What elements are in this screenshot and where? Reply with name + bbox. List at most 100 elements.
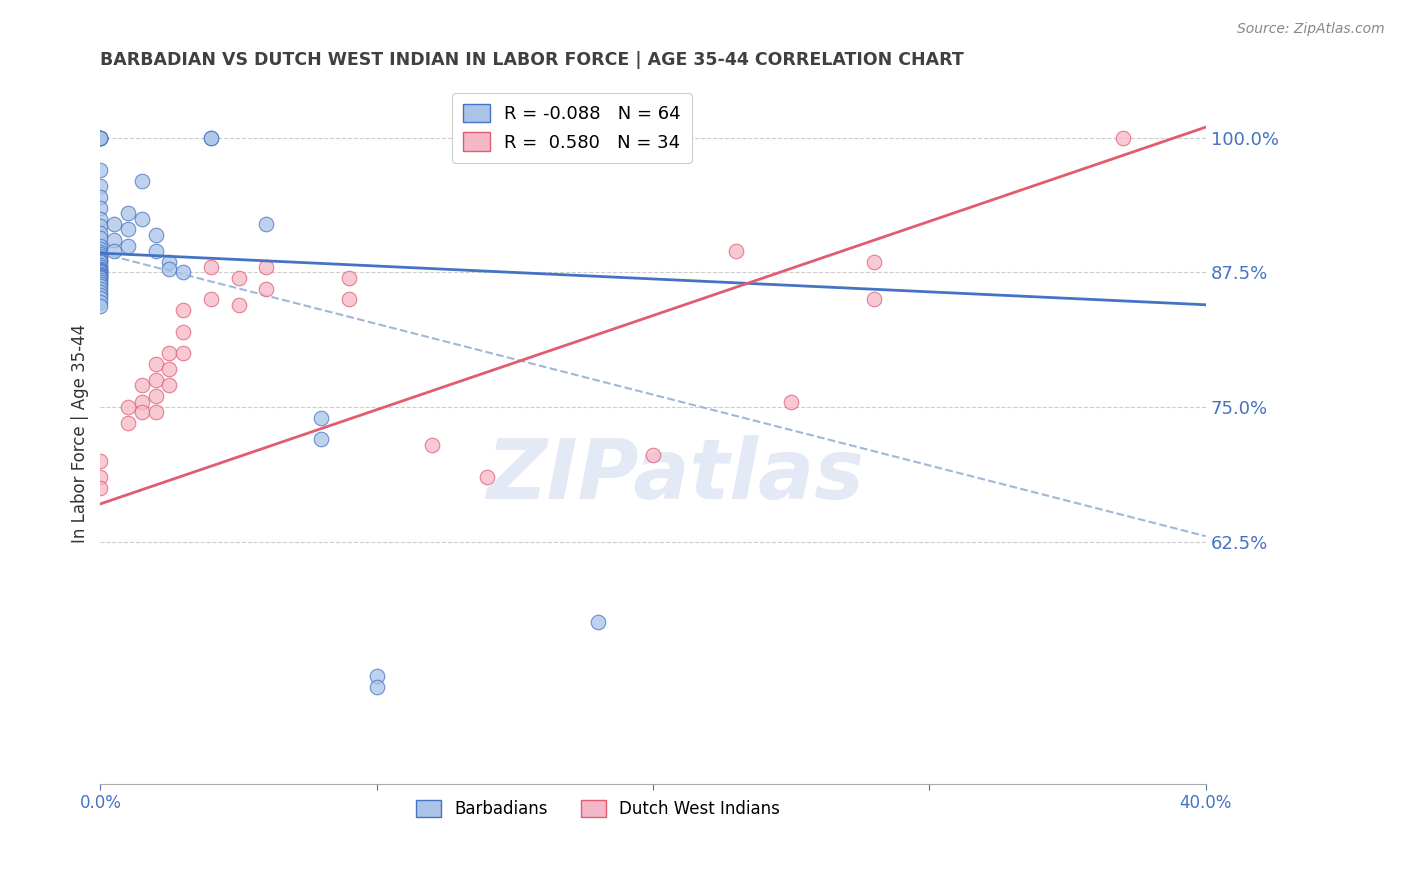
Point	[89, 258, 111, 272]
Point	[89, 131, 111, 145]
Point	[117, 400, 139, 414]
Point	[117, 238, 139, 252]
Point	[586, 615, 609, 630]
Point	[159, 254, 181, 268]
Point	[89, 245, 111, 260]
Point	[337, 271, 360, 285]
Point	[863, 254, 886, 268]
Point	[200, 260, 222, 274]
Point	[254, 217, 277, 231]
Point	[311, 410, 333, 425]
Point	[145, 405, 167, 419]
Point	[89, 264, 111, 278]
Point	[89, 454, 111, 468]
Point	[89, 190, 111, 204]
Point	[89, 252, 111, 266]
Point	[131, 174, 153, 188]
Point	[89, 252, 111, 267]
Point	[131, 211, 153, 226]
Point	[89, 291, 111, 305]
Point	[724, 244, 747, 258]
Point	[366, 680, 388, 694]
Point	[477, 470, 499, 484]
Point	[89, 131, 111, 145]
Point	[131, 378, 153, 392]
Point	[366, 669, 388, 683]
Point	[420, 438, 443, 452]
Point	[145, 357, 167, 371]
Point	[145, 389, 167, 403]
Point	[311, 433, 333, 447]
Point	[89, 131, 111, 145]
Legend: Barbadians, Dutch West Indians: Barbadians, Dutch West Indians	[409, 793, 786, 824]
Point	[89, 265, 111, 279]
Point	[131, 394, 153, 409]
Point	[172, 325, 194, 339]
Point	[89, 247, 111, 261]
Point	[89, 163, 111, 178]
Point	[89, 254, 111, 268]
Point	[89, 131, 111, 145]
Point	[89, 179, 111, 194]
Point	[145, 227, 167, 242]
Point	[159, 362, 181, 376]
Point	[89, 211, 111, 226]
Point	[337, 293, 360, 307]
Point	[89, 201, 111, 215]
Point	[89, 238, 111, 252]
Point	[172, 303, 194, 318]
Point	[89, 268, 111, 282]
Point	[200, 131, 222, 145]
Point	[172, 346, 194, 360]
Point	[200, 131, 222, 145]
Point	[1112, 131, 1135, 145]
Point	[254, 282, 277, 296]
Point	[145, 244, 167, 258]
Point	[228, 271, 250, 285]
Point	[89, 267, 111, 281]
Point	[103, 233, 125, 247]
Point	[228, 298, 250, 312]
Point	[89, 277, 111, 292]
Point	[89, 226, 111, 240]
Point	[145, 373, 167, 387]
Point	[89, 260, 111, 274]
Y-axis label: In Labor Force | Age 35-44: In Labor Force | Age 35-44	[72, 325, 89, 543]
Point	[89, 263, 111, 277]
Point	[89, 481, 111, 495]
Point	[89, 268, 111, 283]
Point	[89, 288, 111, 302]
Point	[89, 275, 111, 289]
Point	[89, 285, 111, 299]
Point	[89, 249, 111, 263]
Point	[159, 378, 181, 392]
Text: Source: ZipAtlas.com: Source: ZipAtlas.com	[1237, 22, 1385, 37]
Point	[89, 242, 111, 256]
Point	[117, 222, 139, 236]
Point	[159, 262, 181, 277]
Point	[89, 273, 111, 287]
Point	[863, 293, 886, 307]
Point	[200, 293, 222, 307]
Point	[159, 346, 181, 360]
Point	[254, 260, 277, 274]
Point	[89, 271, 111, 285]
Point	[172, 265, 194, 279]
Point	[117, 416, 139, 430]
Point	[89, 299, 111, 313]
Point	[103, 244, 125, 258]
Point	[89, 262, 111, 277]
Point	[89, 131, 111, 145]
Point	[89, 231, 111, 245]
Point	[131, 405, 153, 419]
Point	[103, 217, 125, 231]
Point	[780, 394, 803, 409]
Point	[89, 219, 111, 234]
Text: ZIPatlas: ZIPatlas	[486, 435, 865, 516]
Point	[89, 470, 111, 484]
Point	[89, 294, 111, 309]
Point	[89, 282, 111, 296]
Text: BARBADIAN VS DUTCH WEST INDIAN IN LABOR FORCE | AGE 35-44 CORRELATION CHART: BARBADIAN VS DUTCH WEST INDIAN IN LABOR …	[100, 51, 965, 69]
Point	[117, 206, 139, 220]
Point	[89, 269, 111, 284]
